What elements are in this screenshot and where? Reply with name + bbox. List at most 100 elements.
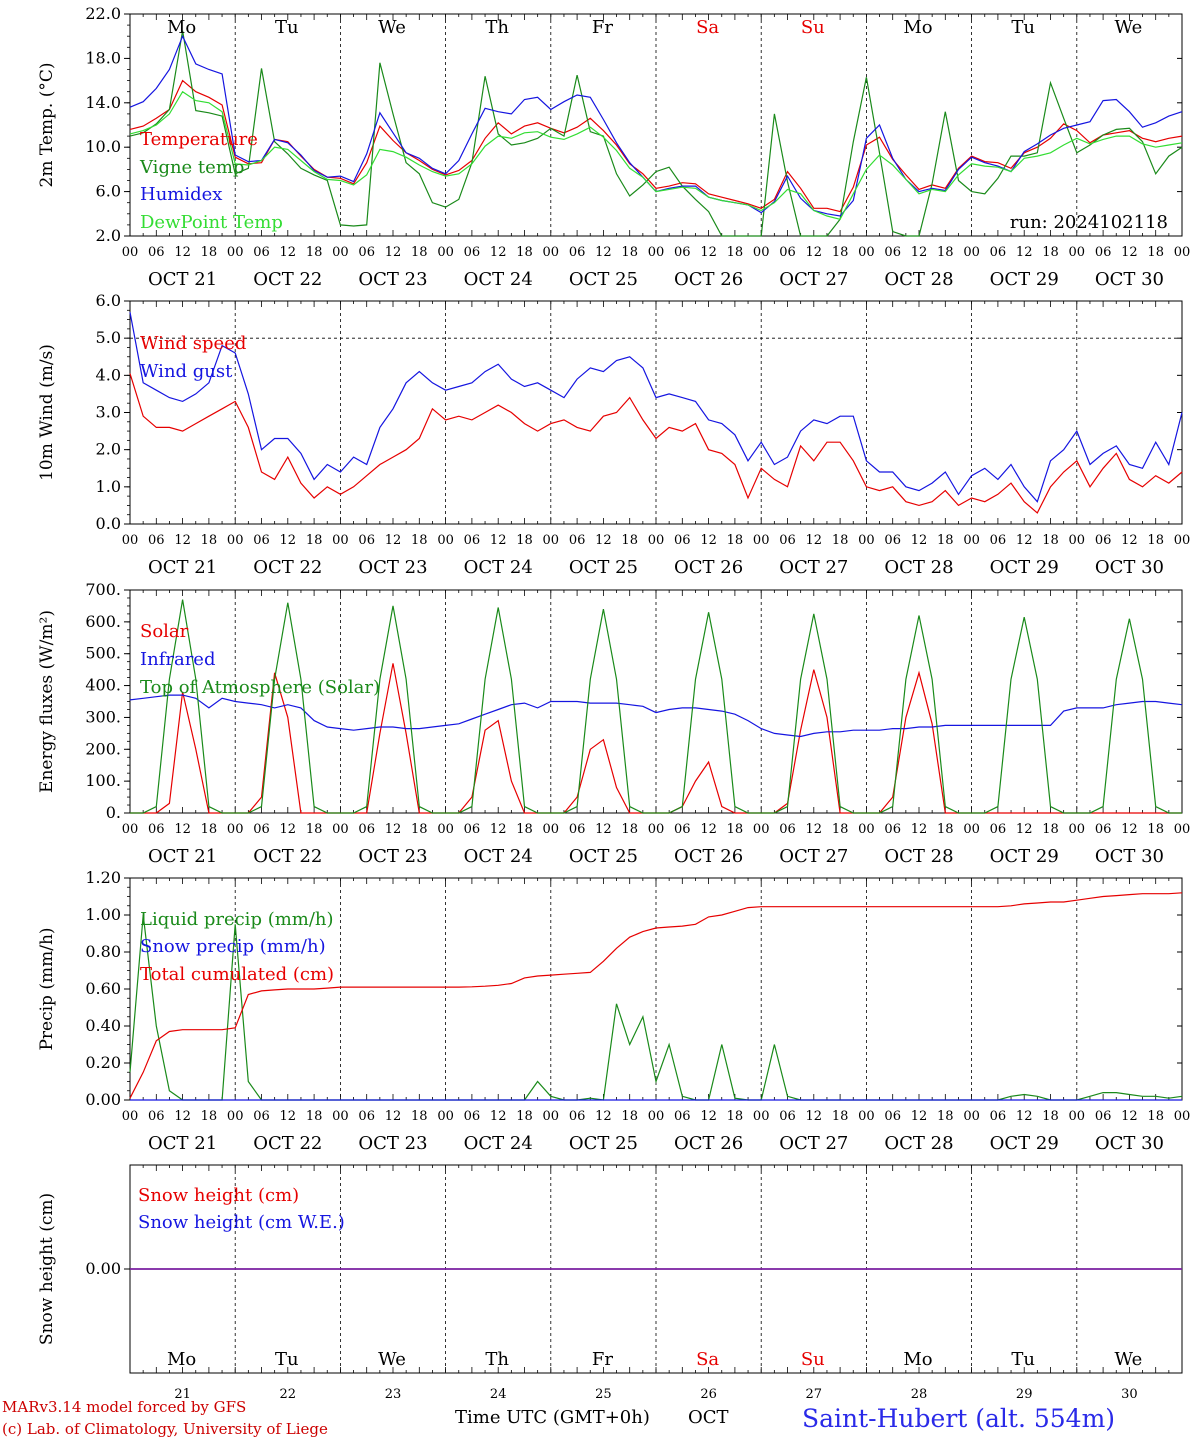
- x-hour-label: 12: [595, 533, 612, 548]
- x-hour-label: 18: [727, 822, 744, 837]
- x-hour-label: 18: [1147, 822, 1164, 837]
- x-hour-label: 06: [464, 245, 481, 260]
- x-hour-label: 06: [779, 1109, 796, 1124]
- x-hour-label: 12: [595, 1109, 612, 1124]
- x-hour-label: 00: [1069, 822, 1086, 837]
- x-hour-label: 00: [437, 245, 454, 260]
- date-label: OCT 26: [674, 557, 743, 578]
- y-tick-label: 100.: [85, 771, 121, 790]
- x-hour-label: 00: [858, 533, 875, 548]
- panel-1: 2.0 6.0 10.0 14.0 18.0 22.0 2m Temp. (°C) Tempe…: [37, 4, 1190, 290]
- y-tick-label: 0.60: [85, 979, 121, 998]
- x-hour-label: 06: [148, 1109, 165, 1124]
- x-hour-label: 18: [516, 533, 533, 548]
- legend-entry: Vigne temp: [139, 157, 244, 178]
- y-axis-label: Snow height (cm): [37, 1193, 57, 1345]
- x-hour-label: 18: [411, 245, 428, 260]
- x-hour-label: 00: [1069, 533, 1086, 548]
- x-hour-label: 00: [543, 822, 560, 837]
- date-label: OCT 30: [1095, 846, 1164, 867]
- date-label: OCT 25: [569, 269, 638, 290]
- day-number: 28: [911, 1387, 928, 1402]
- x-hour-label: 06: [884, 245, 901, 260]
- day-number: 25: [595, 1387, 612, 1402]
- x-hour-label: 06: [674, 1109, 691, 1124]
- day-name: Tu: [1011, 1349, 1035, 1370]
- y-tick-label: 1.20: [85, 868, 121, 887]
- date-label: OCT 26: [674, 269, 743, 290]
- y-tick-label: 200.: [85, 739, 121, 758]
- x-hour-label: 06: [1095, 1109, 1112, 1124]
- x-hour-label: 06: [464, 533, 481, 548]
- date-label: OCT 22: [253, 557, 322, 578]
- y-tick-label: 6.0: [96, 291, 121, 310]
- x-hour-label: 06: [990, 822, 1007, 837]
- x-hour-label: 00: [227, 245, 244, 260]
- x-hour-label: 06: [253, 533, 270, 548]
- x-hour-label: 12: [174, 533, 191, 548]
- date-label: OCT 23: [358, 846, 427, 867]
- x-hour-label: 00: [1069, 1109, 1086, 1124]
- date-label: OCT 27: [779, 269, 848, 290]
- legend-entry: Wind gust: [140, 361, 233, 382]
- x-hour-label: 00: [753, 533, 770, 548]
- day-name: Mo: [903, 1349, 932, 1370]
- x-hour-label: 12: [174, 822, 191, 837]
- day-number: 21: [174, 1387, 191, 1402]
- y-tick-label: 0.00: [85, 1259, 121, 1278]
- y-tick-label: 500.: [85, 644, 121, 663]
- x-hour-label: 18: [621, 822, 638, 837]
- x-hour-label: 18: [516, 245, 533, 260]
- x-hour-label: 00: [648, 533, 665, 548]
- x-hour-label: 00: [1174, 822, 1191, 837]
- day-name: Fr: [592, 1349, 613, 1370]
- x-hour-label: 00: [227, 533, 244, 548]
- x-hour-label: 12: [700, 1109, 717, 1124]
- x-hour-label: 18: [411, 822, 428, 837]
- x-hour-label: 12: [385, 533, 402, 548]
- date-label: OCT 22: [253, 846, 322, 867]
- x-hour-label: 06: [464, 822, 481, 837]
- series-line-2: [129, 30, 1183, 237]
- date-label: OCT 26: [674, 1133, 743, 1154]
- x-hour-label: 00: [648, 1109, 665, 1124]
- x-hour-label: 06: [990, 1109, 1007, 1124]
- x-hour-label: 18: [621, 1109, 638, 1124]
- x-hour-label: 12: [1016, 822, 1033, 837]
- day-name: Fr: [592, 17, 613, 38]
- date-label: OCT 22: [253, 1133, 322, 1154]
- day-number: 29: [1016, 1387, 1033, 1402]
- date-label: OCT 26: [674, 846, 743, 867]
- x-hour-label: 18: [621, 245, 638, 260]
- x-hour-label: 12: [911, 1109, 928, 1124]
- x-hour-label: 00: [543, 245, 560, 260]
- x-hour-label: 06: [990, 533, 1007, 548]
- x-hour-label: 00: [227, 822, 244, 837]
- lab-credit: (c) Lab. of Climatology, University of L…: [2, 1420, 328, 1438]
- x-hour-label: 12: [700, 533, 717, 548]
- x-hour-label: 12: [385, 1109, 402, 1124]
- x-hour-label: 06: [884, 533, 901, 548]
- x-hour-label: 06: [569, 822, 586, 837]
- day-name: Th: [485, 17, 509, 38]
- date-label: OCT 30: [1095, 269, 1164, 290]
- y-tick-label: 1.00: [85, 905, 121, 924]
- day-name: We: [1115, 17, 1143, 38]
- x-hour-label: 06: [990, 245, 1007, 260]
- x-hour-label: 06: [569, 533, 586, 548]
- day-number: 23: [385, 1387, 402, 1402]
- x-hour-label: 06: [148, 822, 165, 837]
- day-name: Tu: [1011, 17, 1035, 38]
- x-hour-label: 06: [148, 245, 165, 260]
- x-hour-label: 06: [464, 1109, 481, 1124]
- x-hour-label: 12: [806, 533, 823, 548]
- day-number: 22: [280, 1387, 297, 1402]
- x-hour-label: 18: [727, 1109, 744, 1124]
- x-hour-label: 06: [884, 1109, 901, 1124]
- date-label: OCT 21: [148, 557, 217, 578]
- y-tick-label: 2.0: [96, 440, 121, 459]
- series-line-2: [129, 311, 1183, 503]
- x-hour-label: 06: [569, 1109, 586, 1124]
- date-label: OCT 23: [358, 269, 427, 290]
- x-hour-label: 18: [727, 245, 744, 260]
